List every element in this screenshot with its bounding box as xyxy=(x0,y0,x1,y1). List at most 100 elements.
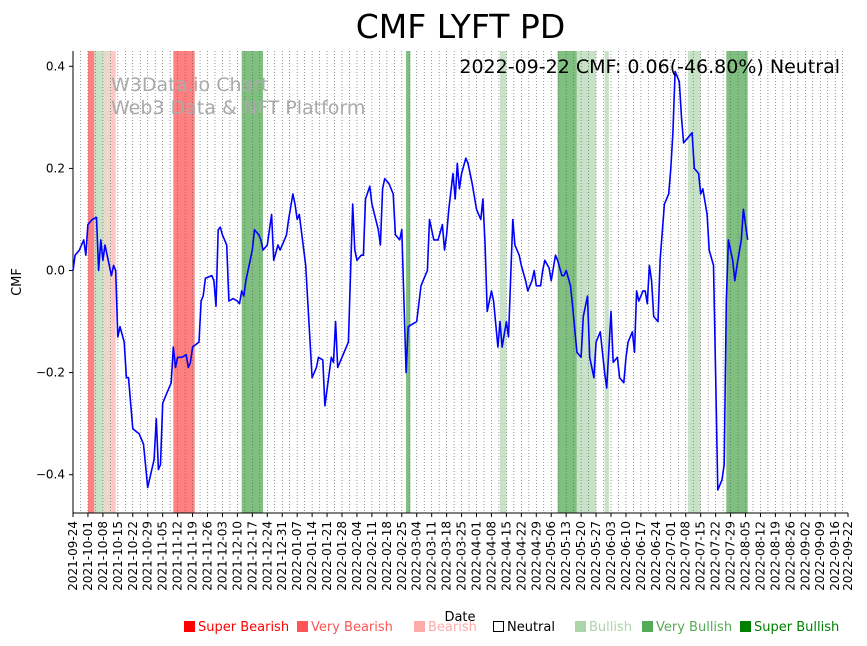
x-tick-label: 2022-07-15 xyxy=(694,521,708,591)
x-tick-label: 2022-05-06 xyxy=(544,521,558,591)
x-tick-label: 2021-11-19 xyxy=(186,521,200,591)
x-tick-label: 2021-09-24 xyxy=(66,521,80,591)
x-tick-label: 2022-01-21 xyxy=(320,521,334,591)
legend-item: Neutral xyxy=(493,620,555,635)
x-tick-label: 2021-10-08 xyxy=(96,521,110,591)
x-tick-label: 2022-06-10 xyxy=(619,521,633,591)
band-neutral-tint xyxy=(102,51,112,513)
x-tick-label: 2021-10-29 xyxy=(141,521,155,591)
x-tick-label: 2022-06-24 xyxy=(649,521,663,591)
y-axis-label: CMF xyxy=(10,268,25,296)
x-tick-label: 2022-04-22 xyxy=(514,521,528,591)
legend-item: Very Bearish xyxy=(297,620,393,635)
y-tick-label: 0.4 xyxy=(46,59,65,73)
legend-swatch xyxy=(642,621,653,632)
x-tick-label: 2022-02-04 xyxy=(350,521,364,591)
band-bullish xyxy=(499,51,507,513)
legend-item: Super Bullish xyxy=(740,620,839,635)
legend-item: Bullish xyxy=(575,620,632,635)
band-bullish xyxy=(604,51,609,513)
x-tick-label: 2022-01-28 xyxy=(335,521,349,591)
x-tick-label: 2022-07-22 xyxy=(709,521,723,591)
y-tick-label: −0.2 xyxy=(36,366,65,380)
band-bullish xyxy=(576,51,597,513)
x-tick-label: 2021-10-22 xyxy=(126,521,140,591)
y-tick-label: −0.4 xyxy=(36,468,65,482)
watermark-text: W3Data.io Chart xyxy=(111,74,268,96)
latest-value-annotation: 2022-09-22 CMF: 0.06(-46.80%) Neutral xyxy=(459,56,840,78)
x-tick-label: 2022-09-02 xyxy=(798,521,812,591)
x-tick-label: 2022-05-20 xyxy=(574,521,588,591)
x-tick-label: 2021-10-15 xyxy=(111,521,125,591)
x-tick-label: 2022-07-01 xyxy=(664,521,678,591)
chart-title: CMF LYFT PD xyxy=(356,7,566,46)
x-tick-label: 2022-04-29 xyxy=(529,521,543,591)
x-tick-label: 2022-04-15 xyxy=(499,521,513,591)
x-tick-label: 2022-08-12 xyxy=(753,521,767,591)
x-tick-label: 2022-02-25 xyxy=(395,521,409,591)
legend-label: Very Bearish xyxy=(311,620,393,635)
x-tick-label: 2022-06-03 xyxy=(604,521,618,591)
x-tick-label: 2022-02-18 xyxy=(380,521,394,591)
legend-swatch xyxy=(414,621,425,632)
legend-label: Bullish xyxy=(589,620,633,635)
band-bearish xyxy=(111,51,116,513)
cmf-line xyxy=(72,70,749,491)
legend-item: Super Bearish xyxy=(184,620,289,635)
watermark-text: Web3 Data & NFT Platform xyxy=(111,97,365,119)
x-tick-label: 2022-03-11 xyxy=(425,521,439,591)
x-tick-label: 2022-03-04 xyxy=(410,521,424,591)
x-tick-label: 2022-08-19 xyxy=(768,521,782,591)
legend-label: Neutral xyxy=(507,620,555,635)
y-tick-label: 0.2 xyxy=(46,161,65,175)
x-tick-label: 2022-07-29 xyxy=(724,521,738,591)
x-tick-label: 2022-08-05 xyxy=(739,521,753,591)
legend-swatch xyxy=(184,621,195,632)
x-tick-label: 2022-05-27 xyxy=(589,521,603,591)
x-tick-label: 2022-06-17 xyxy=(634,521,648,591)
x-tick-label: 2022-04-08 xyxy=(484,521,498,591)
legend-label: Super Bullish xyxy=(754,620,840,635)
legend-label: Super Bearish xyxy=(198,620,290,635)
x-tick-label: 2022-03-18 xyxy=(440,521,454,591)
x-tick-label: 2021-12-31 xyxy=(275,521,289,591)
x-tick-label: 2021-12-03 xyxy=(215,521,229,591)
x-tick-label: 2022-08-26 xyxy=(783,521,797,591)
x-tick-label: 2022-09-22 xyxy=(841,521,855,591)
band-very-bullish xyxy=(406,51,411,513)
x-tick-label: 2022-05-13 xyxy=(559,521,573,591)
band-very-bearish xyxy=(173,51,195,513)
x-tick-label: 2022-09-16 xyxy=(828,521,842,591)
x-tick-label: 2022-02-11 xyxy=(365,521,379,591)
legend-swatch xyxy=(575,621,586,632)
x-tick-label: 2022-03-25 xyxy=(455,521,469,591)
legend-swatch xyxy=(493,621,504,632)
band-very-bearish xyxy=(87,51,95,513)
legend-label: Bearish xyxy=(428,620,477,635)
legend-label: Very Bullish xyxy=(656,620,733,635)
band-bullish xyxy=(687,51,701,513)
cmf-series xyxy=(72,70,749,491)
legend: Super Bearish Very Bearish Bearish Neutral B… xyxy=(0,620,867,638)
x-tick-label: 2021-12-17 xyxy=(245,521,259,591)
x-tick-label: 2022-04-01 xyxy=(470,521,484,591)
x-tick-label: 2022-01-07 xyxy=(290,521,304,591)
x-tick-label: 2021-12-10 xyxy=(230,521,244,591)
x-axis-label: Date xyxy=(444,610,475,625)
chart-text: CMF LYFT PD 2022-09-22 CMF: 0.06(-46.80%)… xyxy=(10,7,840,625)
x-tick-label: 2021-11-26 xyxy=(201,521,215,591)
legend-item: Very Bullish xyxy=(642,620,732,635)
band-very-bullish xyxy=(726,51,748,513)
x-tick-label: 2021-11-05 xyxy=(156,521,170,591)
legend-item: Bearish xyxy=(414,620,477,635)
band-bullish xyxy=(94,51,103,513)
x-tick-label: 2022-09-09 xyxy=(813,521,827,591)
y-tick-label: 0.0 xyxy=(46,264,65,278)
legend-swatch xyxy=(297,621,308,632)
x-tick-label: 2021-12-24 xyxy=(260,521,274,591)
band-very-bullish xyxy=(557,51,577,513)
signal-bands xyxy=(87,51,748,513)
x-tick-label: 2021-10-01 xyxy=(81,521,95,591)
